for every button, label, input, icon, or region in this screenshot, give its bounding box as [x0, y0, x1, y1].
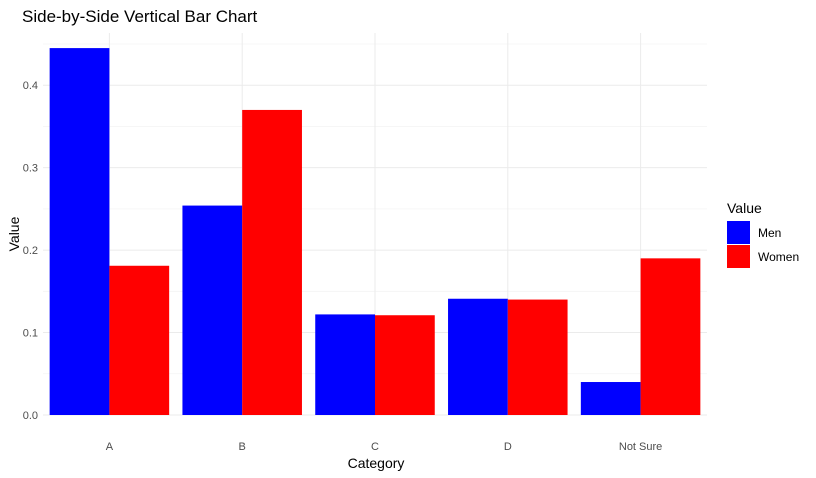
x-tick-label: C — [371, 441, 379, 453]
legend-label-men: Men — [758, 226, 781, 240]
x-axis-title: Category — [348, 455, 405, 471]
bar-men-a — [49, 48, 110, 415]
bar-women-d — [507, 299, 568, 415]
bar-men-b — [182, 205, 243, 415]
bar-women-not-sure — [640, 258, 701, 415]
legend-label-women: Women — [758, 250, 799, 264]
y-axis-title: Value — [6, 216, 22, 251]
chart-title: Side-by-Side Vertical Bar Chart — [22, 7, 258, 26]
bar-men-not-sure — [580, 382, 641, 415]
y-tick-label: 0.3 — [23, 163, 38, 175]
y-tick-label: 0.4 — [23, 80, 38, 92]
y-tick-label: 0.0 — [23, 410, 38, 422]
legend: Value Men Women — [727, 200, 799, 268]
bar-women-c — [375, 315, 435, 415]
y-tick-label: 0.1 — [23, 328, 38, 340]
legend-swatch-men — [727, 221, 750, 244]
bar-men-c — [315, 314, 375, 415]
x-tick-label: Not Sure — [619, 441, 662, 453]
legend-title: Value — [727, 200, 762, 216]
bar-men-d — [448, 298, 508, 415]
x-axis-ticks: A B C D Not Sure — [106, 441, 663, 453]
legend-swatch-women — [727, 245, 750, 268]
bar-women-b — [242, 109, 302, 415]
x-tick-label: A — [106, 441, 114, 453]
legend-items: Men Women — [727, 221, 799, 268]
x-tick-label: B — [239, 441, 246, 453]
bars — [49, 48, 701, 415]
x-tick-label: D — [504, 441, 512, 453]
y-tick-label: 0.2 — [23, 245, 38, 257]
y-axis-ticks: 0.0 0.1 0.2 0.3 0.4 — [23, 80, 38, 422]
bar-women-a — [109, 265, 170, 415]
